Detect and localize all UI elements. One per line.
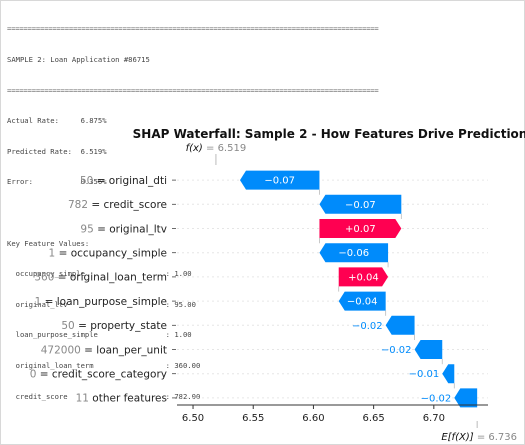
bar-value-label: −0.02 [381,345,412,356]
bar-value-label: −0.02 [352,321,383,332]
x-tick-label: 6.65 [362,413,384,424]
x-tick-label: 6.70 [423,413,445,424]
bar-value-label: −0.02 [421,393,452,404]
feature-name: credit_score [15,391,68,401]
fx-label: f(x) = 6.519 [186,143,247,154]
feature-label-name: = original_dti [97,175,167,187]
chart-title: SHAP Waterfall: Sample 2 - How Features … [133,127,525,141]
feature-value: 782.00 [174,391,201,401]
sample-title: SAMPLE 2: Loan Application #86715 [7,55,150,64]
actual-rate-row: Actual Rate: 6.875% [7,116,387,126]
predicted-rate-value: 6.519% [80,146,107,156]
feature-label: 50 = original_dti [80,175,167,187]
actual-rate-value: 6.875% [80,116,107,126]
feature-label-value: 50 [61,320,78,332]
feature-label-value: 360 [34,272,57,284]
feature-label-value: 95 [80,223,97,235]
feature-label-name: = property_state [78,320,167,332]
waterfall-bar [338,267,389,287]
feature-label-value: 1 [35,296,45,308]
feature-label-name: other features [92,393,167,405]
bar-value-label: −0.07 [264,176,295,187]
feature-label-name: = credit_score [91,199,167,211]
bar-value-label: −0.06 [338,248,369,259]
feature-value: 1.00 [174,269,192,279]
feature-label: 50 = property_state [61,320,167,332]
feature-label: 472000 = loan_per_unit [41,344,167,356]
console-separator: ========================================… [7,85,379,95]
waterfall-bar [319,219,402,238]
feature-label-name: = loan_per_unit [84,344,167,356]
waterfall-bar [385,315,415,335]
console-output: ========================================… [7,4,387,412]
efx-label: E[f(X)] = 6.736 [441,432,517,443]
x-axis: 6.50 6.55 6.60 6.65 6.70 [177,404,488,424]
feature-name: occupancy_simple [15,269,85,279]
feature-label: 0 = credit_score_category [30,369,167,381]
feature-label-value: 472000 [41,344,84,356]
waterfall-bar [239,170,320,190]
feature-label-name: = credit_score_category [40,369,167,381]
bar-value-label: +0.07 [345,224,376,235]
predicted-rate-label: Predicted Rate: [7,146,72,156]
waterfall-bar [414,340,443,359]
feature-label: 782 = credit_score [68,199,167,211]
bar-value-label: +0.04 [348,272,379,283]
bar-value-label: −0.07 [345,200,376,211]
feature-label-value: 0 [30,369,40,381]
feature-label: 11 other features [76,393,167,405]
error-label: Error: [7,177,33,187]
feature-name: original_loan_term [15,360,94,370]
x-tick-label: 6.50 [182,413,204,424]
key-features-heading: Key Feature Values: [7,238,90,248]
plot-area: −0.07 50 = original_dti −0.07 782 = credit_… [30,154,488,428]
feature-label-value: 50 [80,175,97,187]
waterfall-bar [442,364,455,384]
feature-row: original_ltv: 95.00 [15,299,196,309]
error-row: Error: 0.356% [7,177,387,187]
feature-row: credit_score: 782.00 [15,391,201,401]
actual-rate-label: Actual Rate: [7,116,59,126]
feature-label: 95 = original_ltv [80,223,167,235]
feature-name: original_ltv [15,299,68,309]
feature-label-name: = occupancy_simple [59,248,167,260]
feature-label-value: 11 [76,393,93,405]
x-tick-label: 6.60 [302,413,324,424]
feature-value: 360.00 [174,360,201,370]
feature-row: original_loan_term: 360.00 [15,360,201,370]
feature-label-value: 782 [68,199,91,211]
waterfall-bar [338,291,386,311]
error-value: 0.356% [80,177,107,187]
feature-value: 95.00 [174,299,196,309]
fx-annotation: f(x) = 6.519 [186,143,247,154]
feature-row: occupancy_simple: 1.00 [15,269,192,279]
feature-label: 360 = original_loan_term [34,272,167,284]
bar-value-label: −0.01 [409,369,440,380]
waterfall-bar [454,388,478,408]
console-separator: ========================================… [7,24,379,34]
feature-label: 1 = loan_purpose_simple [35,296,167,308]
waterfall-bar [319,243,389,263]
feature-label-name: = original_ltv [97,223,167,235]
x-tick-label: 6.55 [242,413,264,424]
waterfall-bar [319,194,402,214]
feature-label-name: = original_loan_term [58,272,167,284]
feature-name: loan_purpose_simple [15,330,98,340]
feature-label: 1 = occupancy_simple [49,248,167,260]
feature-label-value: 1 [49,248,59,260]
feature-value: 1.00 [174,330,192,340]
predicted-rate-row: Predicted Rate: 6.519% [7,147,387,157]
feature-label-name: = loan_purpose_simple [45,296,167,308]
feature-row: loan_purpose_simple: 1.00 [15,330,192,340]
bar-value-label: −0.04 [347,297,378,308]
